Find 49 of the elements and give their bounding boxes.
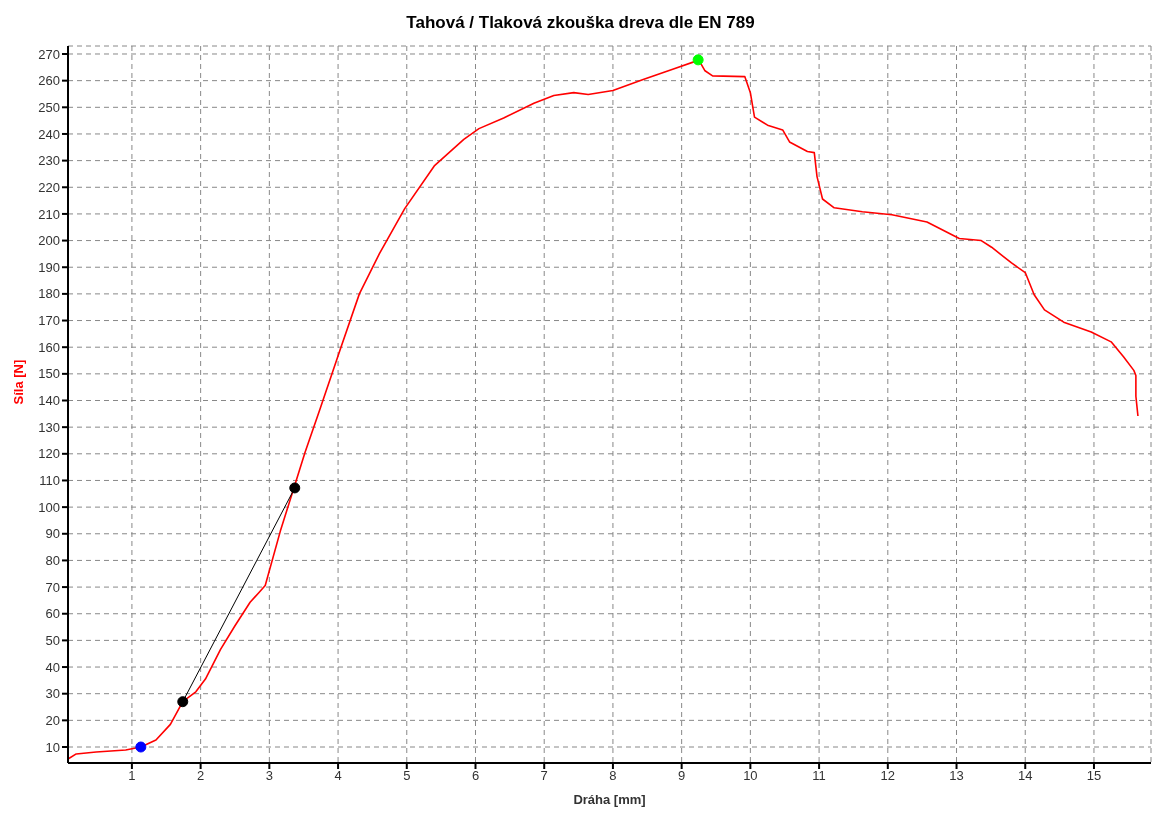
x-tick-label: 13 <box>949 768 964 784</box>
x-tick-label: 2 <box>197 768 205 784</box>
y-tick-label: 70 <box>45 579 60 595</box>
y-tick-label: 80 <box>45 553 60 569</box>
point <box>692 54 704 66</box>
x-axis-title: Dráha [mm] <box>573 792 646 807</box>
x-tick-label: 15 <box>1086 768 1102 784</box>
x-tick-label: 9 <box>678 768 686 784</box>
y-tick-label: 160 <box>38 339 60 355</box>
y-tick-label: 150 <box>38 366 60 382</box>
y-tick-label: 190 <box>38 259 60 275</box>
y-tick-label: 40 <box>45 659 60 675</box>
y-tick-label: 10 <box>45 739 60 755</box>
x-tick-label: 4 <box>334 768 342 784</box>
y-tick-label: 50 <box>45 633 60 649</box>
point <box>135 741 147 753</box>
point <box>289 482 301 494</box>
y-tick-label: 60 <box>45 606 60 622</box>
y-tick-label: 30 <box>45 686 60 702</box>
y-tick-label: 170 <box>38 313 60 329</box>
x-tick-label: 6 <box>471 768 480 784</box>
y-axis-title: Síla [N] <box>10 359 26 405</box>
x-tick-label: 1 <box>128 768 136 784</box>
y-tick-label: 220 <box>38 179 60 195</box>
y-tick-label: 250 <box>38 99 60 115</box>
x-tick-label: 5 <box>403 768 411 784</box>
x-tick-label: 11 <box>812 768 826 784</box>
point <box>177 696 189 708</box>
x-tick-label: 14 <box>1018 768 1033 784</box>
x-tick-label: 10 <box>743 768 758 784</box>
y-tick-label: 110 <box>39 473 60 489</box>
y-tick-label: 90 <box>45 526 60 542</box>
x-tick-label: 3 <box>265 768 273 784</box>
y-tick-label: 260 <box>38 73 60 89</box>
y-tick-label: 140 <box>38 393 60 409</box>
y-tick-label: 100 <box>38 499 60 515</box>
y-tick-label: 20 <box>45 712 60 728</box>
y-tick-label: 200 <box>38 233 60 249</box>
x-tick-label: 7 <box>540 768 548 784</box>
y-tick-label: 240 <box>38 126 60 142</box>
y-tick-label: 210 <box>38 206 60 222</box>
x-tick-label: 8 <box>609 768 617 784</box>
y-tick-label: 120 <box>38 446 60 462</box>
y-tick-label: 270 <box>38 46 60 62</box>
chart-title: Tahová / Tlaková zkouška dreva dle EN 789 <box>405 12 756 34</box>
y-tick-label: 230 <box>38 153 60 169</box>
y-tick-label: 130 <box>38 419 60 435</box>
x-tick-label: 12 <box>880 768 896 784</box>
y-tick-label: 180 <box>38 286 60 302</box>
